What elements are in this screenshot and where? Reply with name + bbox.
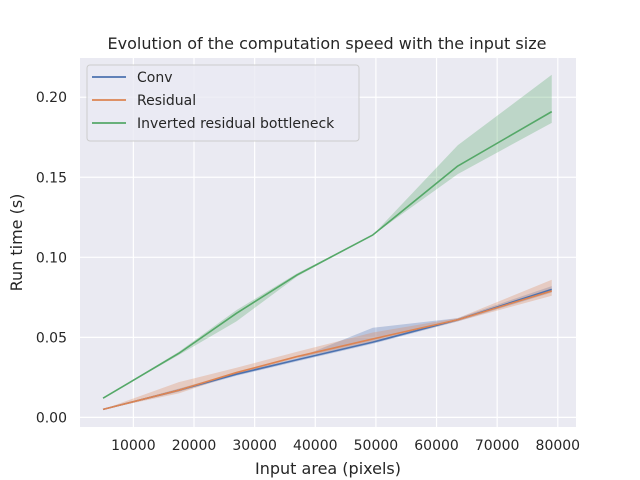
series-line-3	[102, 110, 553, 399]
x-tick-label: 40000	[293, 438, 338, 454]
x-tick-label: 50000	[354, 438, 399, 454]
y-tick-label: 0.05	[36, 330, 67, 346]
legend-box	[86, 64, 360, 142]
y-tick-label: 0.20	[36, 90, 67, 106]
legend: Conv Residual Inverted residual bottleneck	[86, 64, 360, 142]
y-tick-label: 0.10	[36, 250, 67, 266]
legend-label: Conv	[137, 70, 173, 86]
y-tick-label: 0.15	[36, 170, 67, 186]
series-line-2	[102, 290, 552, 411]
chart-title: Evolution of the computation speed with …	[108, 34, 547, 53]
x-tick-label: 80000	[536, 438, 581, 454]
y-tick-label: 0.00	[36, 410, 67, 426]
y-tick-labels: 0.00 0.05 0.10 0.15 0.20	[36, 90, 67, 426]
x-tick-label: 10000	[111, 438, 156, 454]
legend-items: Conv Residual Inverted residual bottleneck	[92, 70, 335, 132]
y-axis-label: Run time (s)	[7, 194, 26, 292]
x-tick-labels: 10000 20000 30000 40000 50000 60000 70000 80000	[111, 438, 580, 454]
series-lines	[102, 110, 553, 411]
confidence-band-2	[103, 279, 552, 410]
x-tick-label: 20000	[172, 438, 217, 454]
legend-label: Residual	[137, 93, 196, 109]
x-tick-label: 70000	[475, 438, 520, 454]
x-axis-label: Input area (pixels)	[255, 459, 401, 478]
x-tick-label: 60000	[414, 438, 459, 454]
x-tick-label: 30000	[232, 438, 277, 454]
legend-label: Inverted residual bottleneck	[137, 116, 335, 132]
